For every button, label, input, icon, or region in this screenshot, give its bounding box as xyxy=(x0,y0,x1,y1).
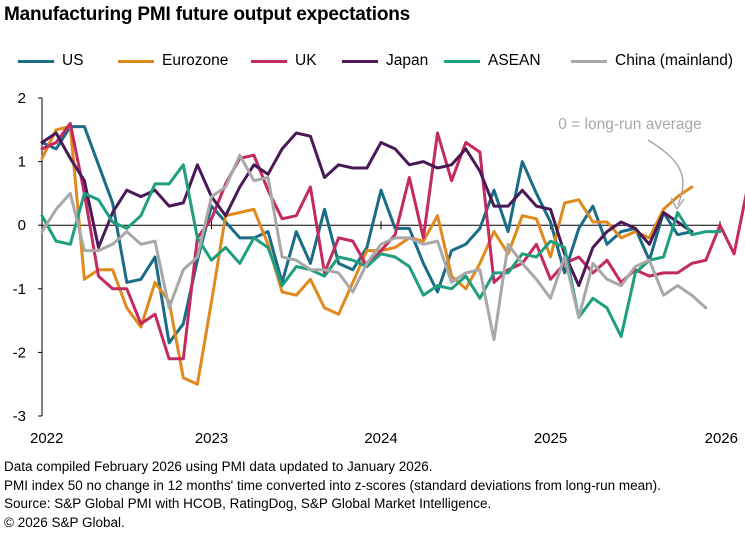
y-tick-label: -2 xyxy=(13,344,26,361)
x-tick-label: 2022 xyxy=(30,430,63,447)
y-tick-label: -3 xyxy=(13,408,26,425)
legend-label: Japan xyxy=(386,52,429,69)
series-line-china-mainland xyxy=(40,153,708,342)
series-line-eurozone xyxy=(40,125,694,386)
legend-label: UK xyxy=(295,52,317,69)
legend-swatch xyxy=(444,60,480,63)
legend-label: US xyxy=(62,52,84,69)
x-tick-label: 2025 xyxy=(534,430,567,447)
footnote-data-compiled: Data compiled February 2026 using PMI da… xyxy=(4,459,433,474)
annotation-arrow xyxy=(647,139,684,206)
y-tick-label: 2 xyxy=(18,90,26,107)
y-tick-label: 1 xyxy=(18,154,26,171)
legend-swatch xyxy=(18,60,54,63)
y-tick-label: 0 xyxy=(18,217,26,234)
series-line-asean xyxy=(40,163,722,338)
x-tick-label: 2026 xyxy=(705,430,738,447)
x-tick-label: 2024 xyxy=(364,430,397,447)
chart-title: Manufacturing PMI future output expectat… xyxy=(4,4,411,25)
legend-label: Eurozone xyxy=(162,52,229,69)
legend-swatch xyxy=(571,60,607,63)
y-tick-label: -1 xyxy=(13,281,26,298)
annotation-arrow-head xyxy=(670,197,685,211)
legend-label: China (mainland) xyxy=(615,52,734,69)
legend-swatch xyxy=(251,60,287,63)
legend-swatch xyxy=(118,60,154,63)
legend-label: ASEAN xyxy=(488,52,541,69)
annotation-long-run-average: 0 = long-run average xyxy=(558,116,701,133)
x-tick-label: 2023 xyxy=(195,430,228,447)
footnote-source: Source: S&P Global PMI with HCOB, Rating… xyxy=(4,496,492,511)
series-line-us xyxy=(40,125,694,345)
footnotes: Data compiled February 2026 using PMI da… xyxy=(4,458,661,532)
footnote-copyright: © 2026 S&P Global. xyxy=(4,514,125,530)
legend-swatch xyxy=(342,60,378,63)
footnote-method: PMI index 50 no change in 12 months' tim… xyxy=(4,477,661,493)
